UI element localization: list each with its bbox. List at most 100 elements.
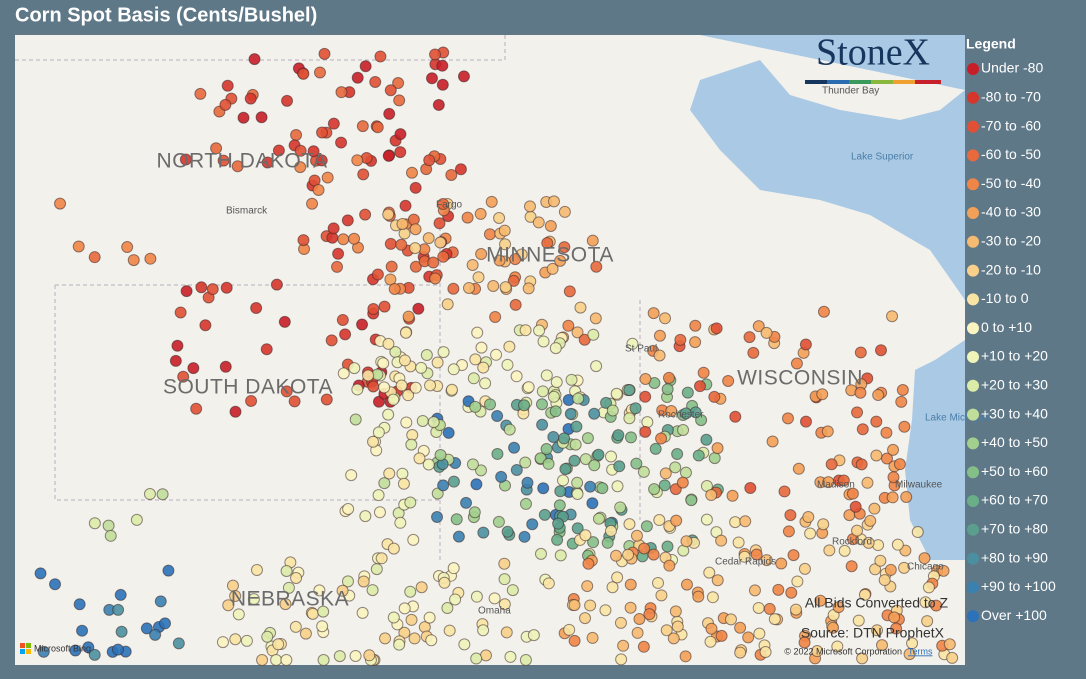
basis-dot [887, 443, 900, 456]
basis-dot [669, 605, 682, 618]
basis-dot [394, 128, 407, 141]
basis-dot [874, 554, 887, 567]
basis-dot [359, 60, 372, 73]
basis-dot [359, 208, 372, 221]
basis-dot [677, 423, 690, 436]
basis-dot [474, 464, 487, 477]
legend-label: +30 to +40 [981, 405, 1048, 421]
basis-dot [669, 461, 682, 474]
lake-michigan [905, 340, 965, 560]
basis-dot [88, 251, 101, 264]
basis-dot [584, 599, 597, 612]
basis-dot [760, 326, 773, 339]
legend-label: -20 to -10 [981, 261, 1041, 277]
basis-dot [711, 574, 724, 587]
basis-dot [384, 84, 397, 97]
basis-dot [937, 564, 950, 577]
place-label: Milwaukee [895, 480, 943, 491]
basis-dot [171, 339, 184, 352]
basis-dot [613, 460, 626, 473]
basis-dot [547, 430, 560, 443]
terms-link[interactable]: Terms [908, 646, 933, 656]
basis-dot [336, 584, 349, 597]
basis-dot [415, 581, 428, 594]
basis-dot [348, 232, 361, 245]
basis-dot [868, 502, 881, 515]
basis-dot [424, 379, 437, 392]
basis-dot [423, 154, 436, 167]
basis-dot [671, 448, 684, 461]
basis-dot [705, 622, 718, 635]
basis-dot [584, 480, 597, 493]
legend-label: -60 to -50 [981, 146, 1041, 162]
basis-dot [856, 652, 869, 665]
basis-dot [706, 591, 719, 604]
basis-dot [918, 552, 931, 565]
basis-dot [743, 331, 756, 344]
basis-dot [498, 573, 511, 586]
basis-dot [378, 381, 391, 394]
basis-dot [596, 482, 609, 495]
basis-dot [798, 562, 811, 575]
basis-dot [647, 548, 660, 561]
basis-dot [405, 166, 418, 179]
basis-dot [887, 471, 900, 484]
basis-dot [498, 557, 511, 570]
basis-dot [278, 315, 291, 328]
legend-label: 0 to +10 [981, 319, 1032, 335]
basis-dot [369, 75, 382, 88]
basis-dot [356, 606, 369, 619]
basis-dot [387, 611, 400, 624]
basis-dot [367, 435, 380, 448]
basis-dot [606, 581, 619, 594]
basis-dot [261, 630, 274, 643]
basis-dot [441, 298, 454, 311]
basis-dot [766, 435, 779, 448]
basis-dot [652, 576, 665, 589]
basis-dot [519, 456, 532, 469]
basis-dot [331, 260, 344, 273]
basis-dot [394, 516, 407, 529]
basis-dot [367, 380, 380, 393]
basis-dot [832, 601, 845, 614]
basis-dot [571, 522, 584, 535]
basis-dot [895, 395, 908, 408]
basis-dot [112, 603, 125, 616]
basis-dot [336, 313, 349, 326]
basis-dot [422, 458, 435, 471]
basis-dot [558, 432, 571, 445]
basis-dot [332, 247, 345, 260]
basis-dot [587, 328, 600, 341]
basis-dot [272, 638, 285, 651]
basis-dot [470, 590, 483, 603]
basis-dot [880, 426, 893, 439]
basis-dot [582, 557, 595, 570]
basis-dot [483, 228, 496, 241]
basis-dot [37, 645, 50, 658]
basis-dot [861, 476, 874, 489]
basis-dot [210, 142, 223, 155]
basis-dot [420, 348, 433, 361]
basis-dot [785, 586, 798, 599]
basis-dot [553, 499, 566, 512]
basis-dot [518, 399, 531, 412]
basis-dot [458, 638, 471, 651]
legend-swatch [967, 63, 979, 75]
basis-dot [335, 86, 348, 99]
basis-dot [498, 224, 511, 237]
basis-dot [488, 592, 501, 605]
basis-dot [523, 200, 536, 213]
basis-dot [294, 161, 307, 174]
basis-dot [837, 474, 850, 487]
basis-dot [232, 608, 245, 621]
basis-dot [409, 260, 422, 273]
basis-dot [768, 613, 781, 626]
basis-dot [900, 490, 913, 503]
basis-dot [351, 154, 364, 167]
basis-dot [825, 458, 838, 471]
basis-dot [297, 234, 310, 247]
basis-dot [144, 252, 157, 265]
legend-title: Legend [966, 36, 1016, 52]
basis-dot [660, 624, 673, 637]
basis-dot [872, 388, 885, 401]
